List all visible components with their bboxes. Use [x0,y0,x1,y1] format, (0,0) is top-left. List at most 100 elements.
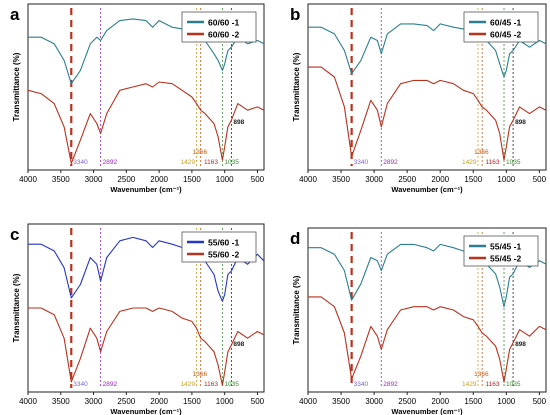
x-tick-label: 3500 [332,175,350,184]
peak-label-1429: 1429 [181,381,196,388]
x-tick-label: 3500 [332,397,350,406]
x-tick-label: 2000 [150,175,168,184]
plot-frame [27,3,265,171]
peak-label-1429: 1429 [462,381,477,388]
peak-label-898: 898 [515,341,526,348]
plot-frame [307,3,547,171]
legend-box [181,231,257,263]
panel-b: b 3340 2892 1429 1366 1163 1035 898 4000 3500 3000… [290,3,547,194]
peak-label-1035: 1035 [506,381,521,388]
legend-entry-2: 60/45 -2 [490,30,521,40]
x-tick-label: 4000 [19,397,37,406]
peak-label-898: 898 [233,119,244,126]
x-tick-label: 2000 [431,175,449,184]
x-tick-label: 500 [251,175,265,184]
x-tick-label: 2000 [150,397,168,406]
panel-label: a [10,5,20,24]
y-axis-label: Transmittance (%) [12,52,21,121]
x-tick-label: 3500 [52,175,70,184]
peak-label-1366: 1366 [193,371,208,378]
x-tick-label: 1000 [216,397,234,406]
x-tick-label: 3000 [85,175,103,184]
peak-label-3340: 3340 [73,159,88,166]
x-tick-label: 4000 [19,175,37,184]
legend-entry-1: 55/60 -1 [208,238,239,248]
peak-label-1429: 1429 [181,159,196,166]
x-tick-label: 1500 [464,397,482,406]
x-tick-label: 3000 [85,397,103,406]
legend-entry-1: 60/45 -1 [490,18,521,28]
panel-label: b [290,5,300,24]
panel-d: d 3340 2892 1429 1366 1163 1035 898 4000 3500 3000… [290,227,547,415]
x-tick-label: 2500 [398,175,416,184]
peak-label-2892: 2892 [103,159,118,166]
x-tick-label: 4000 [299,397,317,406]
legend-entry-2: 55/45 -2 [490,254,521,264]
y-axis-label: Transmittance (%) [292,52,301,121]
peak-label-1366: 1366 [474,371,489,378]
peak-label-1035: 1035 [224,381,239,388]
x-tick-label: 1500 [464,175,482,184]
plot-frame [307,227,547,393]
panel-label: c [10,225,19,244]
peak-label-898: 898 [233,341,244,348]
peak-label-1163: 1163 [204,381,218,388]
x-axis-label: Wavenumber (cm⁻¹) [110,407,182,415]
x-tick-label: 500 [533,175,547,184]
peak-label-3340: 3340 [354,159,369,166]
legend-box [463,11,539,43]
legend-entry-1: 55/45 -1 [490,242,521,252]
y-axis-label: Transmittance (%) [292,275,301,344]
x-tick-label: 1000 [497,397,515,406]
x-tick-label: 1500 [183,175,201,184]
x-tick-label: 2500 [398,397,416,406]
x-tick-label: 4000 [299,175,317,184]
x-tick-label: 3500 [52,397,70,406]
peak-label-898: 898 [515,119,526,126]
series-line-2 [28,307,265,386]
x-tick-label: 1000 [497,175,515,184]
x-tick-label: 1500 [183,397,201,406]
series-line-2 [308,296,547,383]
x-tick-label: 500 [533,397,547,406]
peak-label-2892: 2892 [383,159,398,166]
legend-entry-2: 60/60 -2 [208,30,239,40]
x-axis-label: Wavenumber (cm⁻¹) [391,407,463,415]
legend-box [181,11,257,43]
x-axis-label: Wavenumber (cm⁻¹) [110,185,182,194]
peak-label-2892: 2892 [383,381,398,388]
x-tick-label: 1000 [216,175,234,184]
series-line-2 [308,66,547,161]
peak-label-1366: 1366 [474,149,489,156]
legend-box [463,235,539,267]
x-axis-label: Wavenumber (cm⁻¹) [391,185,463,194]
series-line-2 [27,81,265,164]
peak-label-1429: 1429 [462,159,477,166]
x-tick-label: 2500 [117,397,135,406]
panel-c: c 3340 2892 1429 1366 1163 1035 898 4000 3500 3000… [10,223,265,415]
series-line-1 [28,18,265,85]
panel-a: a 3340 2892 1429 1366 1163 1035 898 4000 3500 3000… [10,3,265,194]
peak-label-1163: 1163 [204,159,218,166]
series-line-1 [308,23,547,78]
x-tick-label: 3000 [365,397,383,406]
x-tick-label: 2500 [117,175,135,184]
peak-label-1163: 1163 [486,159,500,166]
peak-label-1035: 1035 [506,159,521,166]
series-line-1 [28,236,265,302]
peak-label-1366: 1366 [193,149,208,156]
peak-label-1035: 1035 [224,159,239,166]
peak-label-2892: 2892 [103,381,118,388]
x-tick-label: 2000 [431,397,449,406]
peak-label-3340: 3340 [73,381,88,388]
series-line-1 [308,243,547,308]
peak-label-3340: 3340 [354,381,369,388]
legend-entry-1: 60/60 -1 [208,18,239,28]
x-tick-label: 3000 [365,175,383,184]
panel-label: d [290,229,300,248]
legend-entry-2: 55/60 -2 [208,250,239,260]
x-tick-label: 500 [251,397,265,406]
peak-label-1163: 1163 [486,381,500,388]
y-axis-label: Transmittance (%) [12,273,21,342]
